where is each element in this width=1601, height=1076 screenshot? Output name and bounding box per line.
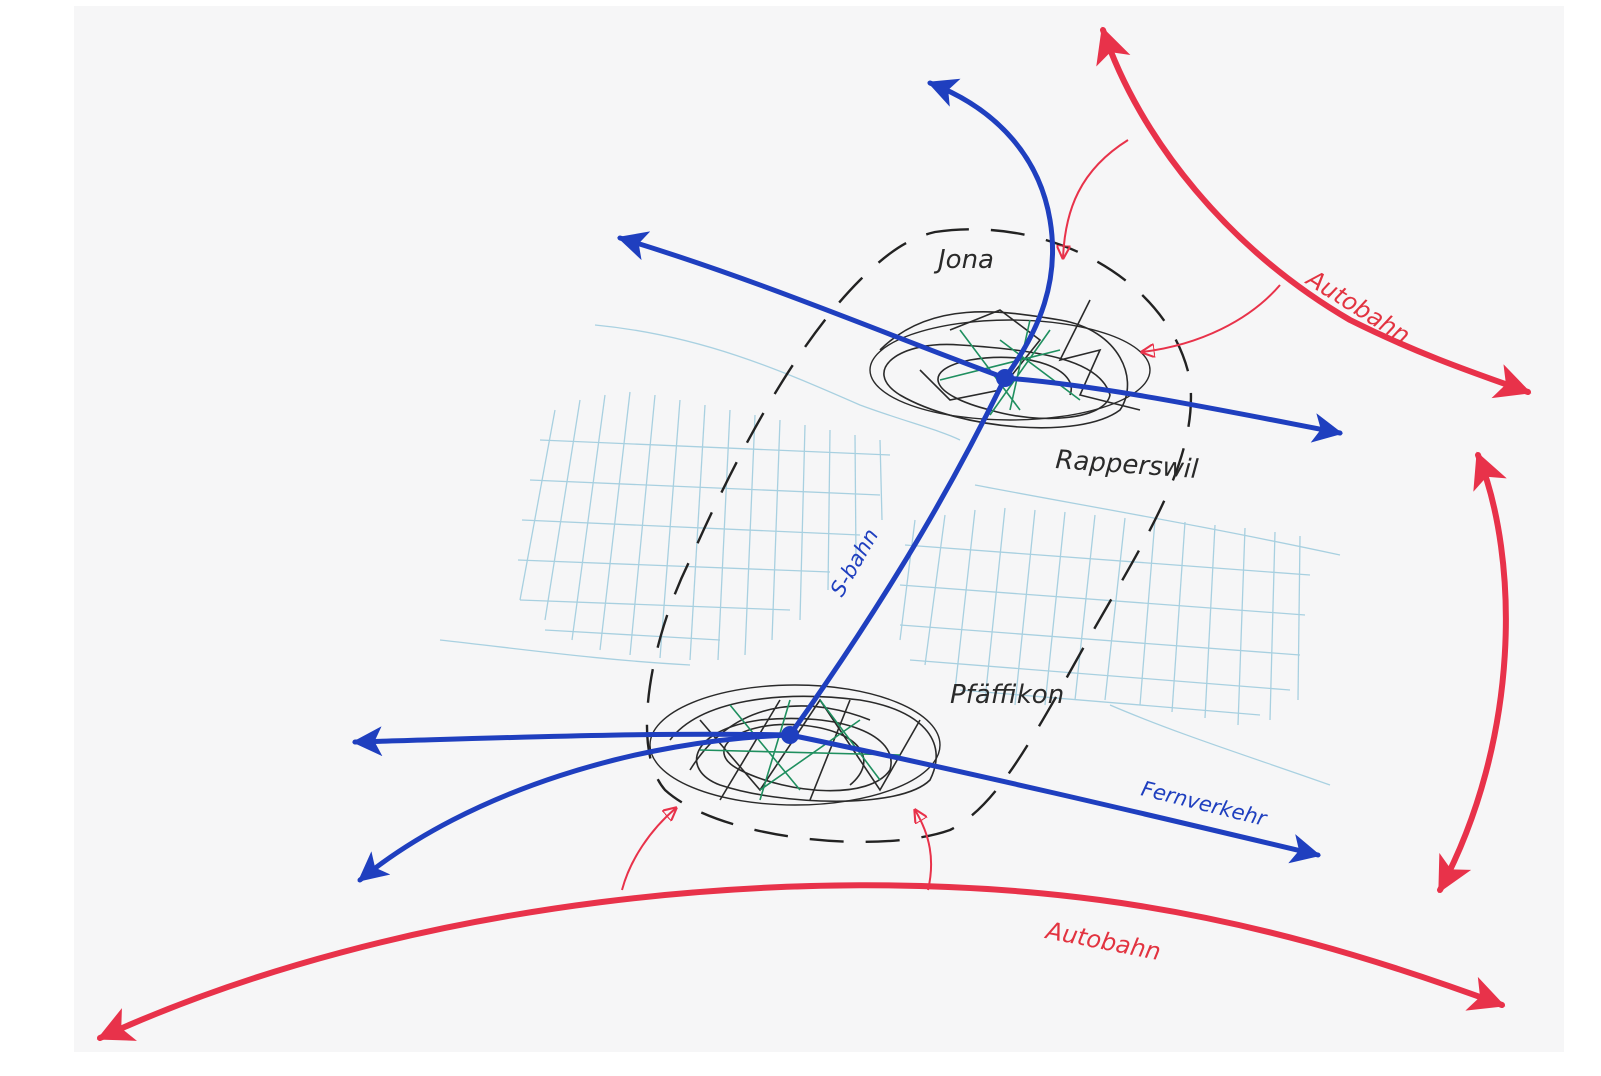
lake-shore-south-east [1109, 704, 1331, 786]
station-pfaeffikon [781, 726, 799, 744]
autobahn-link-east [1437, 451, 1509, 894]
lake-west-hatch [517, 391, 891, 661]
autobahn-network [96, 26, 1532, 1041]
lake-shore-north [594, 324, 961, 441]
rail-fernverkehr [787, 732, 1321, 864]
label-rapperswil: Rapperswil [1055, 445, 1200, 485]
rail-sbahn-link [787, 375, 1008, 738]
access-arrow-pfaeffikon-west [621, 808, 676, 891]
access-arrow-pfaeffikon-east [915, 810, 933, 891]
autobahn-east [1096, 26, 1532, 399]
label-jona: Jona [933, 245, 994, 275]
rail-north [927, 78, 1055, 381]
rail-west-lower [352, 726, 793, 757]
access-arrow-rapperswil [1142, 284, 1281, 352]
station-rapperswil [996, 369, 1014, 387]
rail-east-upper [1002, 375, 1343, 443]
lake-east-hatch [899, 507, 1311, 726]
label-pfaeffikon: Pfäffikon [950, 680, 1064, 710]
label-autobahn-bottom: Autobahn [1042, 916, 1163, 966]
label-fernverkehr: Fernverkehr [1139, 777, 1270, 832]
agglomeration-boundary [645, 228, 1193, 844]
access-arrow-jona [1063, 139, 1129, 258]
lake-shore-east [974, 484, 1341, 556]
label-sbahn: S-bahn [826, 525, 884, 601]
rail-west-upper [617, 231, 1008, 381]
autobahn-access-arrows [621, 139, 1281, 891]
autobahn-south [96, 882, 1506, 1041]
settlement-jona-rapperswil [869, 299, 1151, 429]
label-autobahn-top: Autobahn [1300, 263, 1415, 349]
rail-southwest [357, 732, 793, 883]
rail-network [352, 78, 1343, 883]
lake-shore-south [439, 639, 691, 666]
lake-hatching [439, 324, 1341, 786]
